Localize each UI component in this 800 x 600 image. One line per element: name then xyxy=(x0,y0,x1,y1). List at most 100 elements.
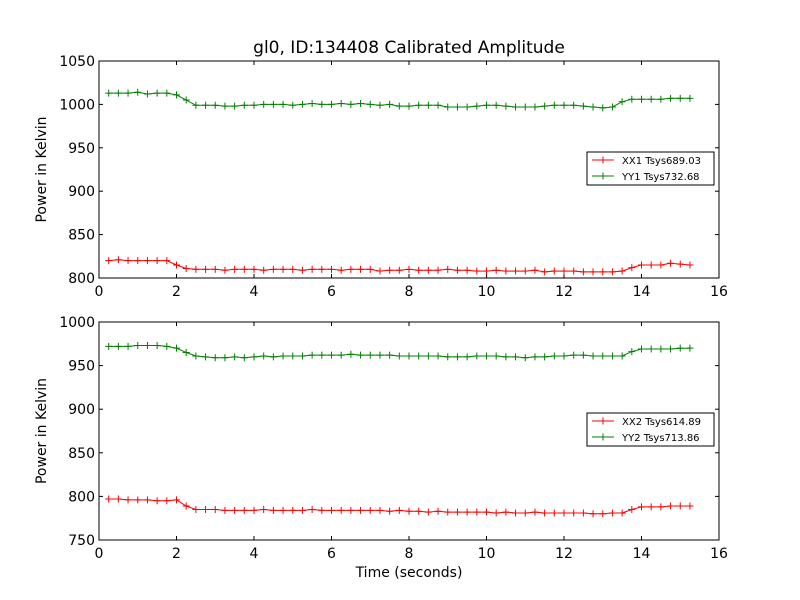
legend-marker xyxy=(599,156,607,164)
data-point xyxy=(395,102,403,110)
data-point xyxy=(570,509,578,517)
data-point xyxy=(124,257,132,265)
data-point xyxy=(202,101,210,109)
legend-box xyxy=(586,412,715,447)
data-point xyxy=(134,257,142,265)
data-point xyxy=(347,100,355,108)
data-point xyxy=(328,100,335,108)
data-point xyxy=(444,508,452,516)
data-point xyxy=(366,265,374,273)
data-point xyxy=(550,101,558,109)
data-point xyxy=(318,100,326,108)
x-tick-label: 2 xyxy=(172,284,181,300)
data-point xyxy=(444,265,452,273)
data-point xyxy=(473,267,481,275)
top-plot: 0 2 4 6 8 10 12 14 16 800 850 900 950 1000 1050 Power i… xyxy=(34,54,728,300)
data-point xyxy=(337,266,345,274)
data-point xyxy=(541,509,549,517)
data-point xyxy=(560,101,568,109)
legend-marker xyxy=(599,172,607,180)
data-point xyxy=(550,352,558,360)
data-point xyxy=(531,266,539,274)
bottom-plot: 0 2 4 6 8 10 12 14 16 750 800 850 900 950 1000 Power in… xyxy=(34,315,728,581)
data-point xyxy=(308,505,316,513)
data-point xyxy=(289,506,297,514)
data-point xyxy=(521,267,529,275)
data-point xyxy=(676,502,684,510)
data-point xyxy=(298,100,306,108)
data-point xyxy=(347,265,355,273)
data-point xyxy=(328,506,335,514)
data-point xyxy=(608,268,616,276)
data-point xyxy=(308,100,316,108)
x-tick-label: 12 xyxy=(555,284,573,300)
data-point xyxy=(105,89,113,97)
data-point xyxy=(279,352,287,360)
data-point xyxy=(483,508,490,516)
data-point xyxy=(376,101,384,109)
data-point xyxy=(686,261,694,269)
data-point xyxy=(647,345,655,353)
data-point xyxy=(608,103,616,111)
data-point xyxy=(143,342,151,350)
data-point xyxy=(618,352,626,360)
data-point xyxy=(376,351,384,359)
data-point xyxy=(163,497,171,505)
x-axis-label: Time (seconds) xyxy=(355,565,463,581)
data-point xyxy=(269,353,277,361)
data-point xyxy=(647,503,655,511)
data-point xyxy=(269,506,277,514)
data-point xyxy=(667,259,675,267)
data-point xyxy=(231,265,239,273)
data-point xyxy=(231,506,239,514)
data-point xyxy=(221,506,229,514)
y-tick-label: 950 xyxy=(68,359,95,375)
data-point xyxy=(424,352,432,360)
data-point xyxy=(444,103,452,111)
data-point xyxy=(560,352,568,360)
data-point xyxy=(105,257,113,265)
data-point xyxy=(628,348,636,356)
data-point xyxy=(395,352,403,360)
data-point xyxy=(473,102,481,110)
data-point xyxy=(589,103,597,111)
data-point xyxy=(531,353,539,361)
data-point xyxy=(192,505,200,513)
data-point xyxy=(182,96,190,104)
data-point xyxy=(318,351,326,359)
y-tick-label: 750 xyxy=(68,533,95,549)
data-point xyxy=(521,354,529,362)
data-point xyxy=(483,352,490,360)
data-point xyxy=(308,351,316,359)
data-point xyxy=(298,352,306,360)
data-point xyxy=(202,505,210,513)
data-point xyxy=(337,351,345,359)
series-1 xyxy=(105,495,694,518)
data-point xyxy=(260,352,268,360)
data-point xyxy=(347,506,355,514)
data-point xyxy=(638,261,645,269)
data-point xyxy=(453,353,461,361)
data-point xyxy=(211,265,219,273)
data-point xyxy=(550,509,558,517)
data-point xyxy=(328,351,335,359)
data-point xyxy=(667,345,675,353)
data-point xyxy=(328,265,335,273)
data-point xyxy=(318,265,326,273)
data-point xyxy=(279,506,287,514)
data-point xyxy=(318,506,326,514)
data-point xyxy=(463,353,471,361)
data-point xyxy=(492,266,500,274)
data-point xyxy=(337,506,345,514)
data-point xyxy=(415,266,423,274)
data-point xyxy=(134,342,142,350)
data-point xyxy=(434,507,442,515)
data-point xyxy=(153,89,161,97)
data-point xyxy=(589,510,597,518)
x-tick-label: 6 xyxy=(327,546,336,562)
data-point xyxy=(279,265,287,273)
data-point xyxy=(473,508,481,516)
y-tick-label: 800 xyxy=(68,271,95,287)
series-1 xyxy=(105,256,694,276)
x-tick-label: 10 xyxy=(478,546,496,562)
